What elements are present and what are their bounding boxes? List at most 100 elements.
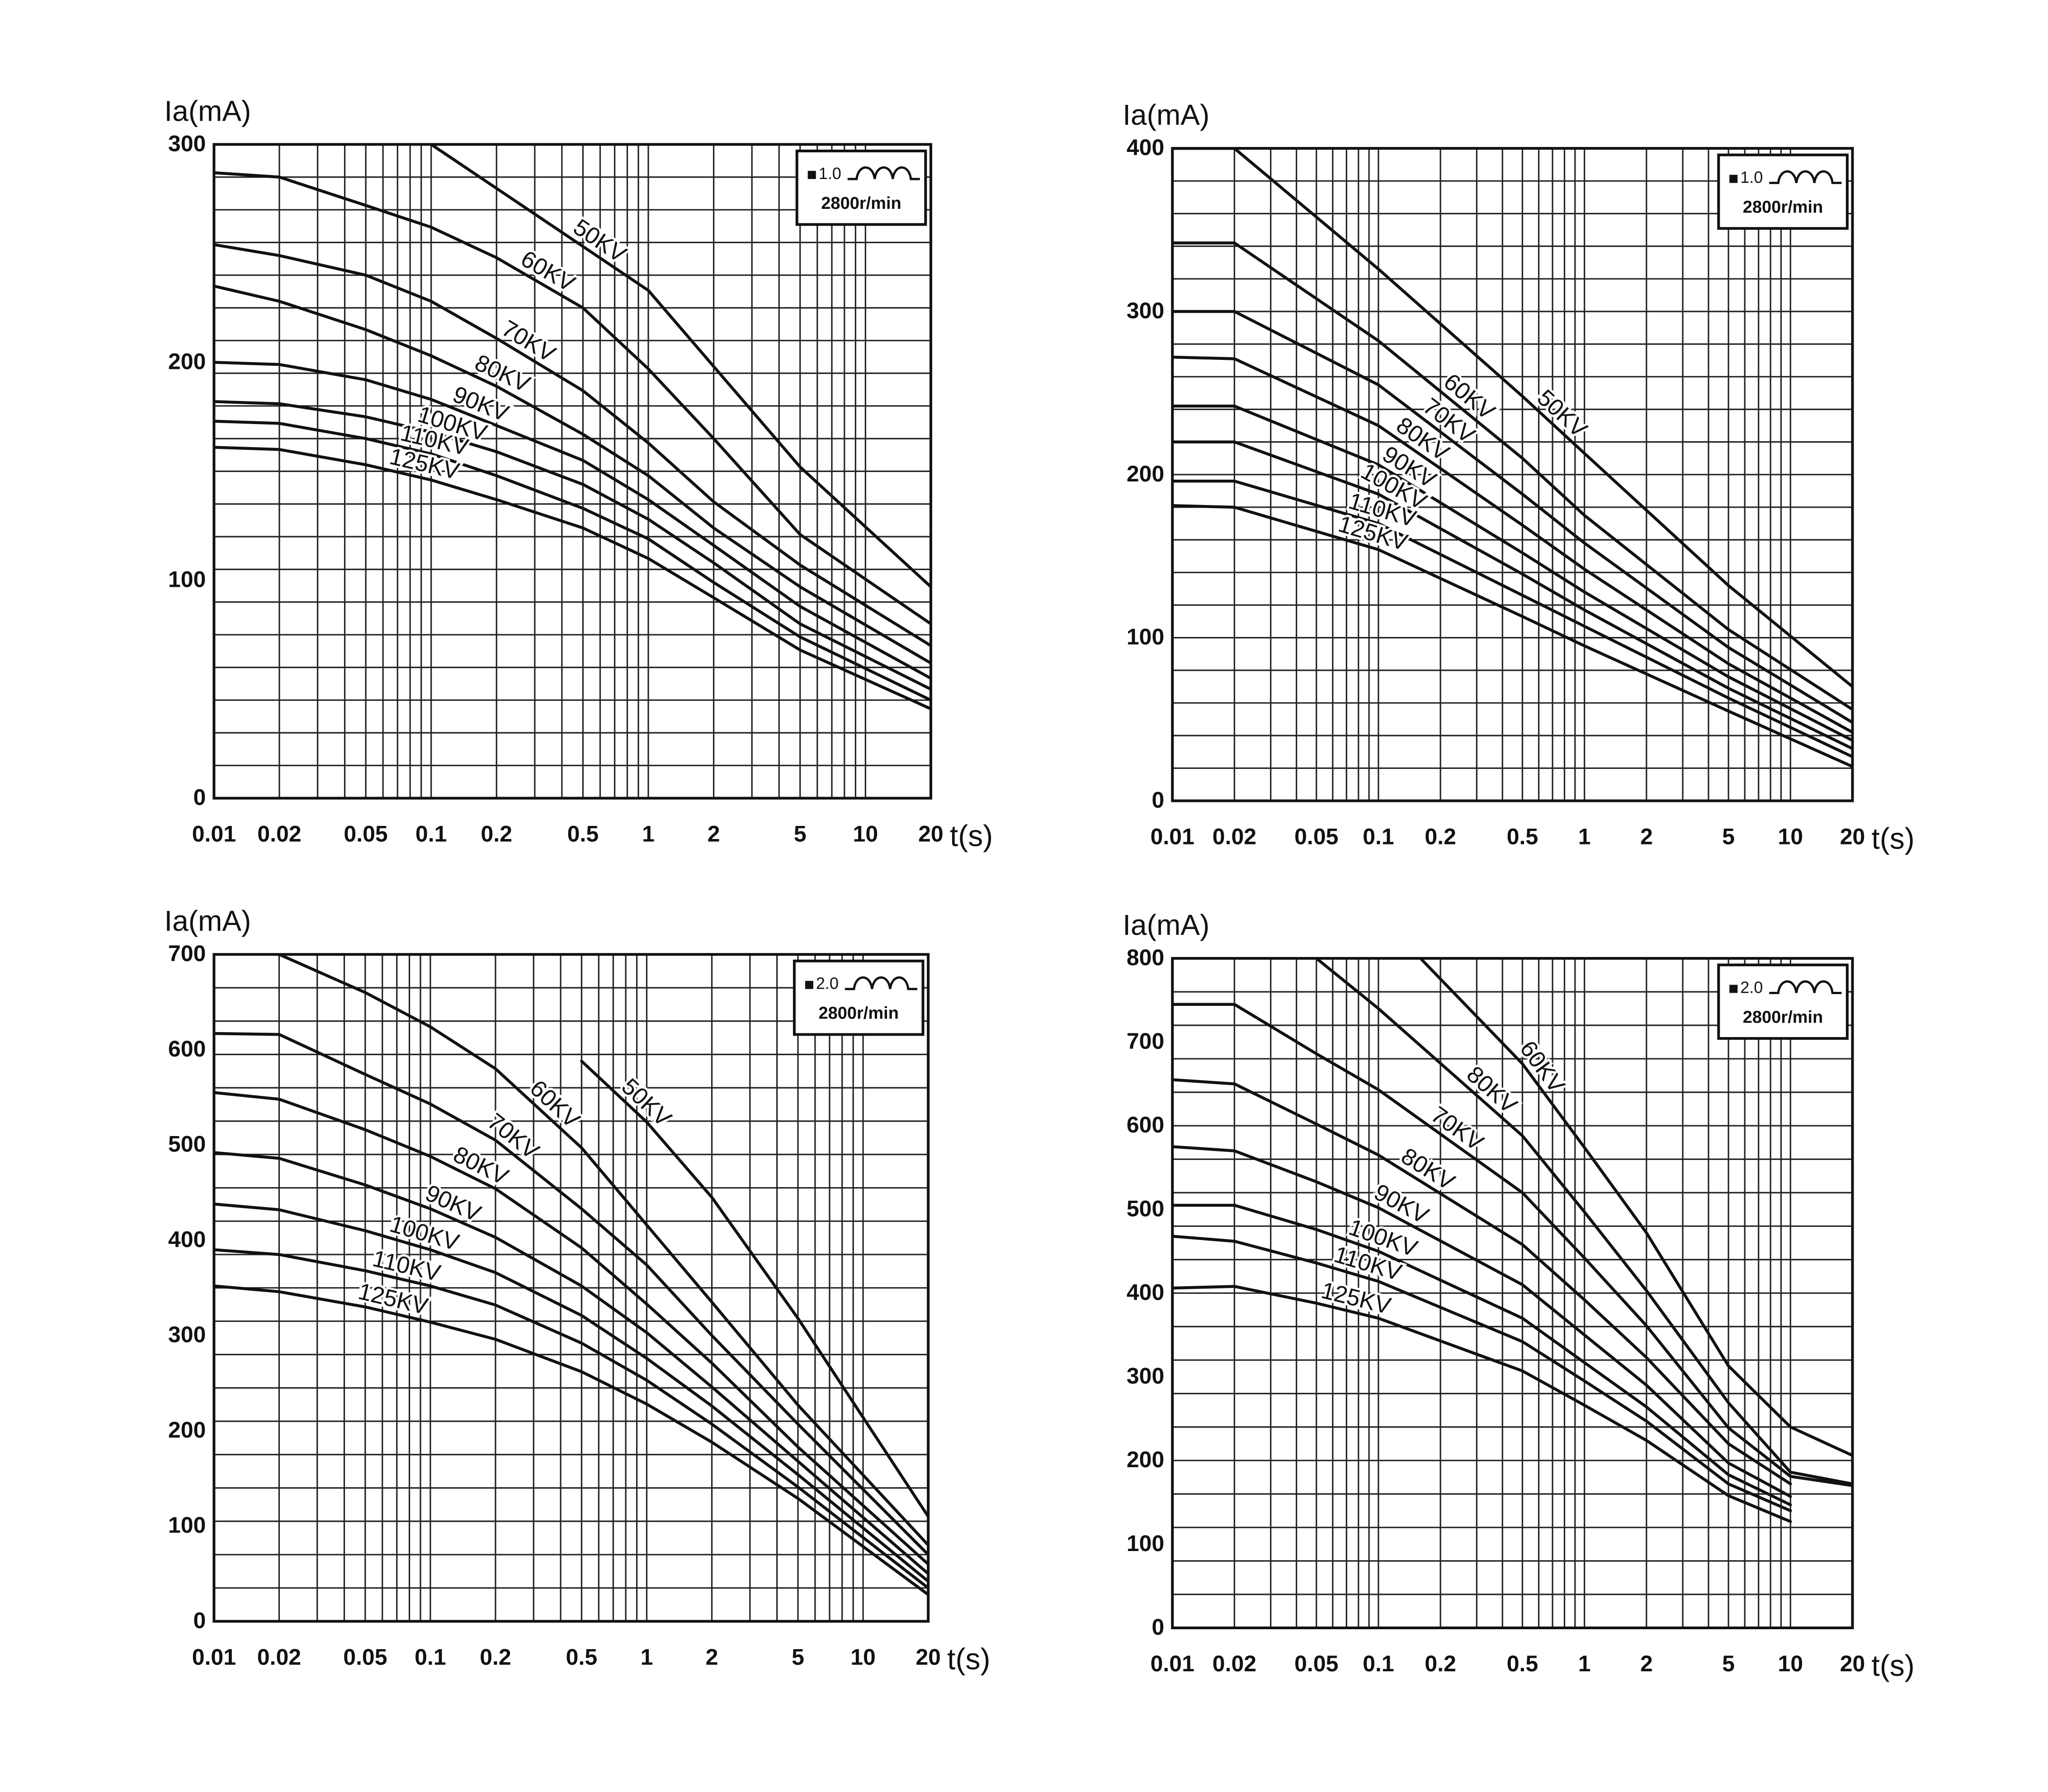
plot-frame [212,143,932,800]
waveform-icon [847,166,920,180]
y-tick-label: 400 [1127,135,1164,160]
series-lines [1172,148,1853,768]
y-tick-label: 100 [1127,624,1164,650]
legend-marker-square [805,981,813,989]
series-line-60kv [214,171,931,626]
y-tick-label: 300 [1127,1363,1164,1389]
x-tick-label: 1 [642,821,655,847]
x-axis-label: t(s) [950,819,993,853]
series-line-100kv [1172,440,1853,750]
y-tick-label: 700 [168,941,206,966]
x-tick-label: 0.05 [1294,824,1338,849]
series-line-90kv [214,361,931,680]
x-tick-label: 0.2 [1425,824,1456,849]
x-tick-label: 5 [1722,1651,1735,1676]
series-line-100kv [214,1203,929,1583]
y-tick-label: 0 [193,785,206,810]
series-lines [214,954,929,1596]
x-tick-label: 2 [708,821,720,847]
x-tick-label: 0.5 [1507,824,1538,849]
series-line-125kv [214,1284,929,1596]
y-tick-label: 700 [1127,1028,1164,1054]
series-line-80kv [1172,1078,1792,1485]
series-line-60kv [278,954,929,1547]
x-tick-label: 1 [1578,824,1591,849]
y-tick-label: 100 [1127,1531,1164,1556]
series-label: 80KV [1397,1143,1459,1196]
x-tick-label: 0.5 [566,1644,598,1669]
y-tick-label: 200 [168,1417,206,1443]
y-tick-label: 800 [1127,945,1164,970]
legend-marker-square [1729,174,1738,183]
x-tick-label: 0.1 [415,1644,446,1669]
y-tick-label: 400 [1127,1279,1164,1305]
x-tick-label: 1 [641,1644,653,1669]
x-tick-label: 0.2 [1425,1651,1456,1676]
legend-frame [795,149,927,226]
series-line-60kv [1419,958,1853,1457]
y-tick-label: 600 [168,1036,206,1061]
x-tick-label: 2 [1640,1651,1653,1676]
waveform-icon [845,976,917,990]
series-line-90kv [214,1151,929,1575]
chart-1: 0 100 200 300 0.01 0.02 0.05 0.1 0.2 0.5 1 2 5 10 20 Ia… [164,94,993,852]
y-tick-label: 500 [168,1132,206,1157]
x-tick-label: 0.1 [415,821,447,847]
series-line-80kv [1315,958,1853,1485]
x-tick-label: 20 [1840,824,1865,849]
horizontal-gridlines [214,987,929,1589]
legend-label: 1.0 [819,164,841,183]
x-tick-label: 20 [1840,1651,1865,1676]
x-axis-label: t(s) [947,1642,990,1675]
x-tick-label: 2 [1640,824,1653,849]
y-tick-label: 0 [1151,1614,1164,1640]
x-tick-label: 2 [706,1644,718,1669]
x-axis-label: t(s) [1872,1649,1915,1682]
y-tick-label: 0 [193,1608,206,1633]
x-tick-label: 5 [1722,824,1735,849]
series-line-90kv [1172,405,1853,742]
waveform-icon [1769,170,1842,184]
legend-marker-square [1729,985,1738,993]
y-axis-label: Ia(mA) [164,905,251,937]
x-tick-label: 0.05 [343,1644,387,1669]
x-tick-label: 0.5 [1507,1651,1538,1676]
x-tick-label: 0.2 [481,821,513,847]
legend-speed: 2800r/min [1743,1008,1823,1027]
series-line-110kv [214,1248,929,1589]
legend-frame [793,959,925,1036]
series-line-50kv [429,144,931,589]
series-line-80kv [1172,355,1853,734]
series-line-90kv [1172,1145,1792,1498]
legend-speed: 2800r/min [821,194,901,213]
y-tick-label: 300 [168,131,206,156]
plot-frame [1171,147,1854,802]
legend-label: 2.0 [816,974,839,993]
chart-3: 0 100 200 300 400 500 600 700 0.01 0.02 0.05 0.1 0.2… [164,905,990,1675]
legend-marker-square [807,170,816,179]
y-tick-label: 200 [168,349,206,374]
plot-frame [212,953,930,1623]
x-axis-label: t(s) [1872,821,1915,855]
chart-2: 0 100 200 300 400 0.01 0.02 0.05 0.1 0.2 0.5 1 2 5 10 2… [1123,99,1915,855]
x-tick-label: 0.01 [1151,1651,1194,1676]
x-tick-label: 10 [850,1644,876,1669]
y-tick-label: 100 [168,1513,206,1538]
series-line-70kv [1172,310,1853,724]
y-tick-label: 300 [1127,298,1164,323]
x-tick-label: 10 [1778,824,1803,849]
legend-speed: 2800r/min [818,1004,898,1023]
series-line-70kv [214,243,931,647]
y-axis-label: Ia(mA) [1123,909,1209,941]
x-tick-label: 10 [853,821,878,847]
y-tick-label: 300 [168,1322,206,1347]
series-label: 70KV [497,315,560,368]
x-tick-label: 0.1 [1363,824,1394,849]
series-line-50kv [580,1059,929,1518]
legend-frame [1717,963,1849,1040]
x-tick-label: 0.05 [344,821,387,847]
x-tick-label: 0.05 [1294,1651,1338,1676]
x-tick-label: 0.02 [257,1644,301,1669]
series-line-100kv [1172,1203,1792,1507]
series-label: 70KV [1426,1101,1488,1156]
